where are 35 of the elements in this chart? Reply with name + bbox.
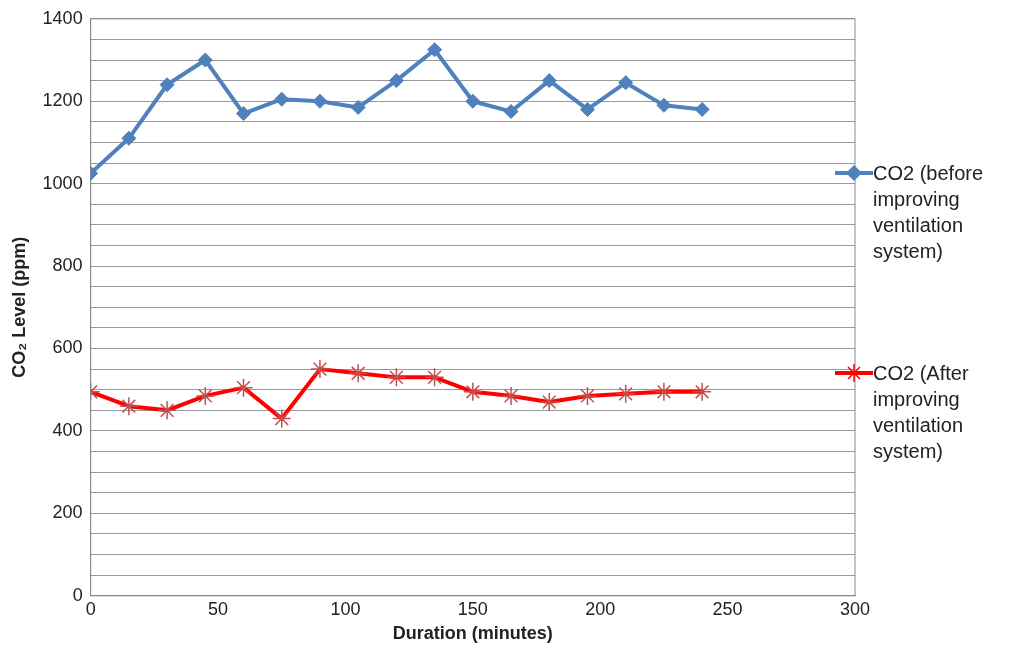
point — [312, 93, 328, 109]
point — [274, 91, 290, 107]
point — [618, 75, 634, 91]
point — [236, 106, 252, 122]
x-tick-label: 50 — [208, 598, 229, 619]
x-tick-label: 100 — [330, 598, 361, 619]
x-tick-label: 250 — [712, 598, 743, 619]
y-tick-label: 0 — [72, 584, 83, 605]
point — [694, 101, 710, 117]
point — [656, 97, 672, 113]
x-tick-label: 150 — [457, 598, 488, 619]
point — [388, 73, 404, 89]
y-tick-label: 1200 — [42, 90, 83, 111]
point — [121, 130, 137, 146]
x-tick-label: 0 — [85, 598, 96, 619]
y-tick-label: 800 — [52, 255, 83, 276]
x-axis-title: Duration (minutes) — [392, 623, 553, 644]
legend-label: CO2 (After improving ventilation system) — [873, 361, 970, 464]
point — [541, 73, 557, 89]
y-tick-label: 1400 — [42, 7, 83, 28]
point — [197, 52, 213, 68]
point — [579, 101, 595, 117]
x-tick-label: 200 — [585, 598, 616, 619]
point — [427, 42, 443, 58]
x-tick-label: 300 — [839, 598, 871, 619]
point — [465, 93, 481, 109]
y-tick-label: 400 — [52, 419, 83, 440]
legend-label: CO2 (before improving ventilation system) — [873, 161, 985, 264]
y-tick-label: 600 — [52, 337, 83, 358]
y-tick-label: 200 — [52, 502, 83, 523]
point — [503, 104, 519, 120]
point — [350, 99, 366, 115]
y-axis-title: CO₂ Level (ppm) — [8, 236, 29, 378]
point — [159, 77, 175, 93]
y-tick-label: 1000 — [42, 172, 83, 193]
